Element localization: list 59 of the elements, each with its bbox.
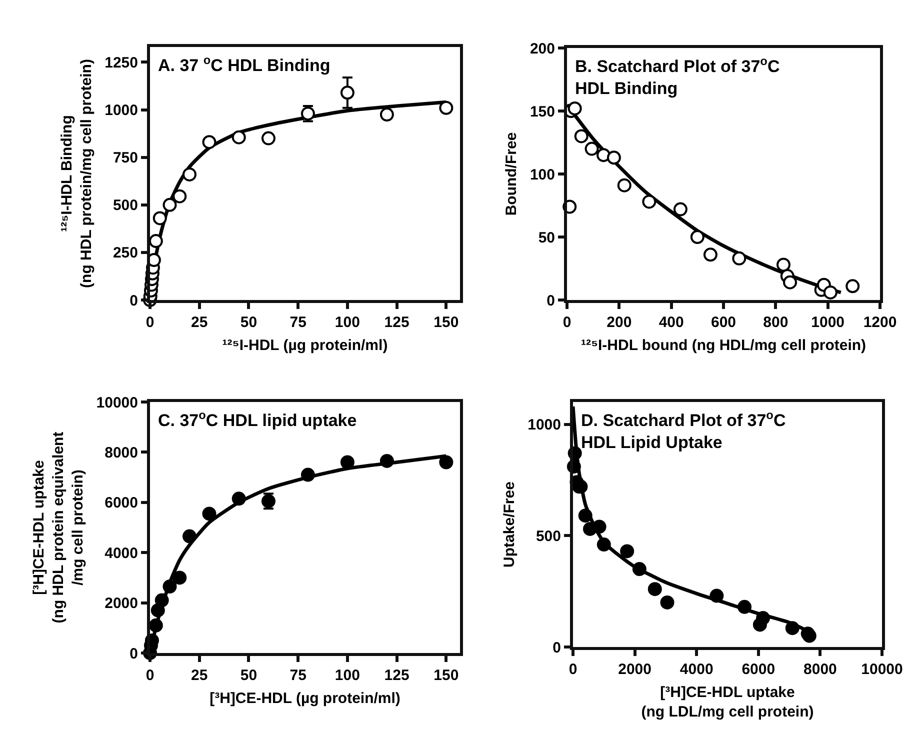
y-axis-title: ¹²⁵I-HDL Binding (ng HDL protein/mg cell protein): [58, 59, 95, 288]
x-tick-label: 125: [384, 314, 410, 331]
chart-title: D. Scatchard Plot of 37$^{o}$C HDL Lipid Uptake: [581, 408, 786, 452]
text: A. 37 $^{o}$C HDL Binding: [158, 53, 330, 76]
x-tick-label: 0: [146, 314, 154, 331]
x-tick-label: 2000: [618, 661, 652, 678]
x-tick-label: 150: [434, 314, 459, 331]
y-tick-label: 2000: [104, 595, 138, 612]
y-tick-label: 50: [538, 229, 555, 246]
y-tick-label: 10000: [96, 394, 138, 412]
y-tick-label: 6000: [104, 494, 138, 512]
x-tick-label: 4000: [680, 661, 714, 678]
x-tick-label: 25: [191, 667, 208, 684]
y-tick-label: 150: [530, 103, 555, 120]
y-tick-label: 750: [112, 150, 138, 167]
x-tick-label: 10000: [861, 661, 903, 678]
y-axis-title: Bound/Free: [503, 132, 520, 216]
x-tick-label: 25: [191, 314, 208, 331]
x-tick-label: 6000: [742, 661, 776, 678]
x-tick-label: 150: [434, 667, 459, 684]
y-tick-label: 1000: [528, 416, 561, 434]
text: C. 37$^{o}$C HDL lipid uptake: [158, 408, 357, 430]
y-tick-label: 0: [552, 639, 561, 656]
x-tick-label: 75: [290, 667, 306, 684]
y-tick-label: 4000: [104, 544, 138, 562]
x-tick-label: 8000: [804, 661, 837, 678]
chart-title: B. Scatchard Plot of 37$^{o}$C HDL Binding: [575, 54, 780, 98]
y-tick-label: 8000: [104, 444, 138, 462]
x-tick-label: 50: [240, 314, 258, 331]
y-tick-label: 100: [530, 166, 555, 184]
x-axis-title: ¹²⁵I-HDL bound (ng HDL/mg cell protein): [580, 337, 866, 354]
x-tick-label: 75: [290, 314, 306, 331]
y-tick-label: 1000: [104, 102, 138, 120]
x-tick-label: 400: [658, 314, 684, 331]
x-axis-title: [³H]CE-HDL uptake (ng LDL/mg cell protein): [641, 684, 814, 720]
x-axis-title: ¹²⁵I-HDL (µg protein/ml): [222, 337, 388, 354]
y-tick-label: 1250: [104, 54, 138, 72]
y-tick-label: 0: [130, 645, 138, 662]
y-tick-label: 0: [130, 292, 138, 310]
y-tick-label: 250: [112, 244, 138, 262]
x-axis-title: [³H]CE-HDL (µg protein/ml): [210, 690, 400, 707]
x-tick-label: 800: [763, 314, 788, 331]
y-tick-label: 500: [112, 197, 138, 214]
x-tick-label: 100: [334, 314, 360, 331]
y-tick-label: 0: [546, 292, 555, 310]
x-tick-label: 600: [710, 314, 736, 331]
y-axis-title: [³H]CE-HDL uptake (ng HDL protein equivalent /mg cell protein): [30, 432, 87, 624]
x-tick-label: 0: [146, 667, 154, 684]
y-tick-label: 500: [536, 528, 561, 545]
x-tick-label: 50: [240, 667, 258, 684]
x-tick-label: 200: [606, 314, 632, 331]
x-tick-label: 1200: [863, 314, 897, 331]
y-tick-label: 200: [530, 40, 555, 58]
x-tick-label: 1000: [811, 314, 845, 331]
x-tick-label: 0: [562, 314, 572, 331]
x-tick-label: 125: [384, 667, 410, 684]
y-axis-title: Uptake/Free: [500, 482, 518, 568]
x-tick-label: 0: [568, 661, 578, 678]
x-tick-label: 100: [334, 667, 360, 684]
